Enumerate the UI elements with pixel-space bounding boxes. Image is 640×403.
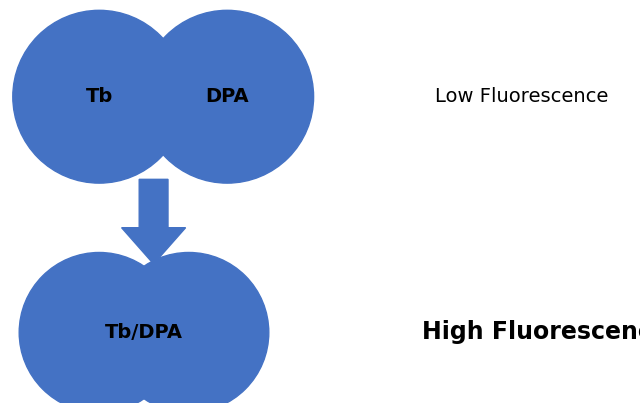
- Text: Low Fluorescence: Low Fluorescence: [435, 87, 609, 106]
- Text: Tb: Tb: [86, 87, 113, 106]
- Ellipse shape: [141, 10, 314, 183]
- Text: DPA: DPA: [205, 87, 249, 106]
- FancyArrow shape: [122, 179, 186, 264]
- Ellipse shape: [13, 10, 186, 183]
- Text: Tb/DPA: Tb/DPA: [105, 323, 183, 342]
- Text: High Fluorescence: High Fluorescence: [422, 320, 640, 345]
- Ellipse shape: [109, 252, 269, 403]
- Ellipse shape: [19, 252, 179, 403]
